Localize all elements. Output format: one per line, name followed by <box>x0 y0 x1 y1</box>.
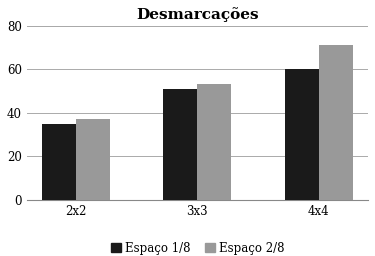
Bar <box>197 84 231 200</box>
Title: Desmarcações: Desmarcações <box>136 7 259 22</box>
Bar <box>285 69 319 200</box>
Bar <box>164 89 197 200</box>
Bar <box>76 119 110 200</box>
Legend: Espaço 1/8, Espaço 2/8: Espaço 1/8, Espaço 2/8 <box>106 237 289 256</box>
Bar <box>319 45 352 200</box>
Bar <box>42 124 76 200</box>
